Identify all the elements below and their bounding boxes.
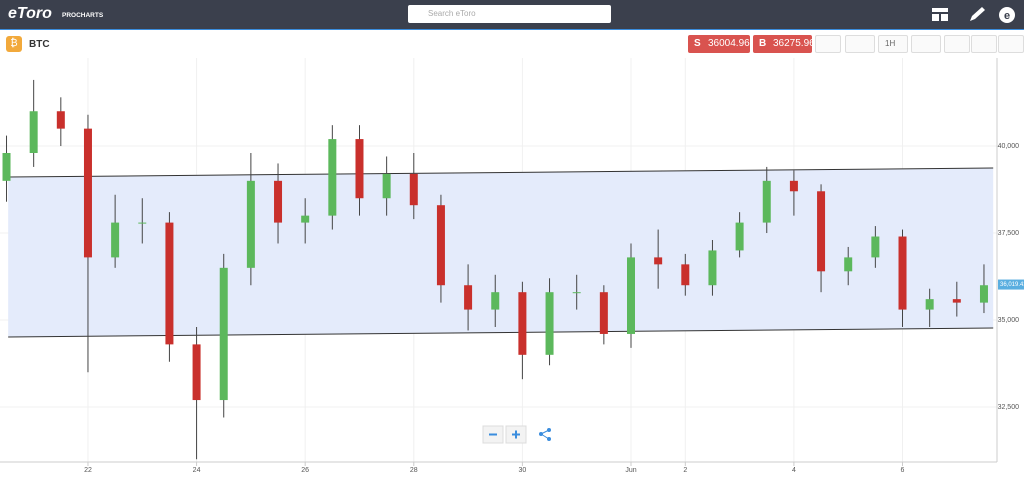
sell-price: 36004.96 — [708, 38, 750, 49]
candle-body — [165, 222, 174, 345]
candle-body — [789, 180, 798, 192]
candle-body — [654, 257, 663, 265]
candle-body — [572, 292, 581, 294]
candle-body — [464, 285, 473, 310]
last-price-label: 36,019.42 — [1000, 282, 1024, 288]
candle-body — [518, 292, 527, 355]
candle-body — [246, 180, 255, 268]
sell-label: S — [694, 38, 701, 49]
zoom-controls — [482, 425, 551, 444]
candle-body — [56, 111, 65, 129]
candle-body — [545, 292, 554, 355]
y-tick-label: 40,000 — [998, 143, 1020, 150]
candle-body — [328, 139, 337, 216]
fullscreen-button[interactable] — [998, 35, 1024, 53]
candle-body — [355, 139, 364, 199]
buy-price: 36275.96 — [773, 38, 815, 49]
x-tick-label: 4 — [792, 467, 796, 474]
svg-text:e: e — [1004, 10, 1010, 22]
x-tick-label: 22 — [84, 467, 92, 474]
candle-body — [952, 299, 961, 303]
draw-icon[interactable] — [970, 7, 985, 21]
channel-fill — [8, 168, 994, 338]
x-tick-label: 30 — [518, 467, 526, 474]
crosshair-button[interactable] — [815, 35, 841, 53]
interval-button[interactable]: 1H — [878, 35, 908, 53]
chart-type-button[interactable] — [845, 35, 875, 53]
candle-body — [844, 257, 853, 272]
etoro-icon[interactable] — [999, 7, 1015, 23]
candle-body — [274, 180, 283, 223]
candle-body — [2, 152, 11, 181]
buy-button[interactable]: B 36275.96 — [753, 35, 815, 53]
logo[interactable]: eToro — [8, 5, 52, 22]
candle-body — [111, 222, 120, 258]
top-bar: eToro PROCHARTS Search eToro e — [0, 0, 1024, 30]
candle-body — [979, 285, 988, 303]
coin-icon: ₿ — [6, 36, 22, 52]
candle-body — [436, 205, 445, 286]
candle-body — [83, 128, 92, 258]
interval: 1H — [885, 39, 896, 48]
candle-body — [599, 292, 608, 334]
top-icons: e — [932, 7, 1015, 23]
candle-body — [925, 299, 934, 310]
x-tick-label: Jun — [625, 467, 636, 474]
y-tick-label: 32,500 — [998, 404, 1020, 411]
x-tick-label: 24 — [193, 467, 201, 474]
x-tick-label: 2 — [683, 467, 687, 474]
buy-label: B — [759, 38, 767, 49]
search-placeholder: Search eToro — [428, 9, 476, 18]
candle-body — [817, 191, 826, 272]
sell-button[interactable]: S 36004.96 — [688, 35, 750, 53]
candle-body — [871, 236, 880, 258]
candle-body — [382, 173, 391, 199]
candle-body — [735, 222, 744, 251]
x-tick-label: 6 — [901, 467, 905, 474]
candle-body — [491, 292, 500, 310]
draw-button[interactable] — [944, 35, 970, 53]
candle-body — [409, 173, 418, 206]
candle-body — [708, 250, 717, 286]
y-tick-label: 37,500 — [998, 230, 1020, 237]
toolbar: ₿ BTC S 36004.96 B 36275.96 1H — [0, 30, 1024, 59]
candle-body — [626, 257, 635, 334]
symbol[interactable]: BTC — [29, 39, 50, 50]
candle-body — [681, 264, 690, 286]
candle-body — [762, 180, 771, 223]
candle-body — [138, 222, 147, 224]
logo-sub: PROCHARTS — [62, 12, 104, 19]
search-box[interactable]: Search eToro — [408, 5, 611, 23]
channel-upper — [8, 167, 994, 178]
candle-body — [29, 111, 38, 153]
settings-button[interactable] — [971, 35, 997, 53]
candle-body — [219, 267, 228, 401]
share-button[interactable] — [539, 428, 551, 441]
candle-body — [301, 215, 310, 223]
last-price-tag — [998, 279, 1024, 290]
x-tick-label: 28 — [410, 467, 418, 474]
indicators-button[interactable] — [911, 35, 941, 53]
x-tick-label: 26 — [301, 467, 309, 474]
candle-body — [898, 236, 907, 310]
candle-body — [192, 344, 201, 401]
y-tick-label: 35,000 — [998, 317, 1020, 324]
